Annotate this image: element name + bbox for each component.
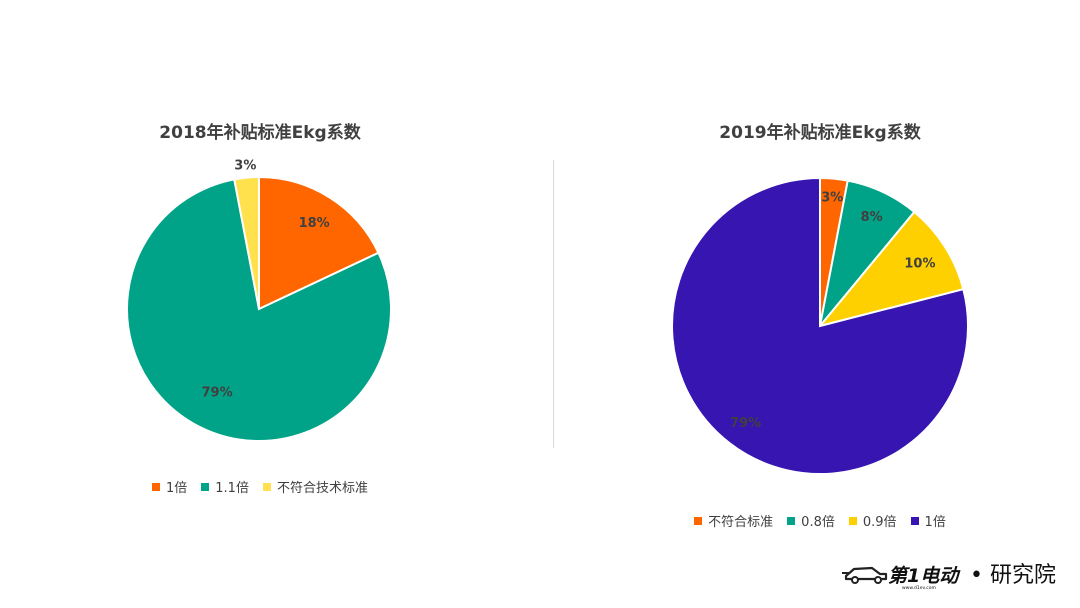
legend-swatch (848, 516, 857, 525)
legend-item: 1倍 (910, 511, 946, 530)
legend-swatch (694, 516, 703, 525)
pie-2019: 3% 8% 10% 79% (671, 176, 969, 475)
legend-item: 1.1倍 (201, 477, 249, 496)
legend-swatch (787, 516, 796, 525)
legend-swatch (201, 482, 210, 491)
pie-slice-2 (233, 175, 260, 310)
logo-site: www.d1ev.com (902, 585, 936, 591)
pie-2018: 18% 79% 3% (126, 158, 392, 442)
car-logo-icon: 第1电动 www.d1ev.com • 研究院 (842, 563, 1056, 591)
legend-swatch (262, 482, 271, 491)
legend-label: 0.9倍 (862, 515, 897, 530)
legend-label: 1倍 (166, 481, 188, 496)
legend-2019: 不符合标准 0.8倍 0.9倍 1倍 (620, 511, 1020, 530)
divider (553, 160, 554, 448)
data-label-1: 79% (201, 385, 232, 400)
d1ev-research-logo: 第1电动 www.d1ev.com • 研究院 (842, 552, 1062, 592)
data-label-0: 3% (821, 190, 843, 205)
legend-item: 0.9倍 (848, 511, 897, 530)
chart-2018: 2018年补贴标准Ekg系数 18% 79% 3% 1倍 1.1倍 不符合技术标准 (80, 110, 440, 510)
legend-item: 0.8倍 (787, 511, 835, 530)
data-label-0: 18% (299, 216, 330, 231)
legend-label: 不符合技术标准 (276, 481, 368, 496)
chart-title: 2019年补贴标准Ekg系数 (719, 123, 921, 143)
chart-title: 2018年补贴标准Ekg系数 (159, 123, 361, 143)
pie-slice-0 (258, 175, 380, 311)
logo-suffix: • 研究院 (970, 563, 1056, 588)
logo-brand: 第1电动 (888, 565, 961, 587)
legend-label: 1倍 (924, 515, 946, 530)
data-label-1: 8% (861, 210, 883, 225)
legend-swatch (910, 516, 919, 525)
legend-2018: 1倍 1.1倍 不符合技术标准 (80, 477, 440, 496)
chart-2019: 2019年补贴标准Ekg系数 3% 8% 10% 79% 不符合标准 0.8倍 0.9倍 1… (620, 110, 1020, 540)
data-label-2: 10% (904, 257, 935, 272)
legend-label: 1.1倍 (215, 481, 249, 496)
legend-item: 不符合标准 (694, 511, 773, 530)
legend-label: 不符合标准 (708, 515, 774, 530)
legend-item: 不符合技术标准 (262, 477, 368, 496)
legend-label: 0.8倍 (801, 515, 835, 530)
data-label-2: 3% (234, 158, 256, 173)
legend-swatch (152, 482, 160, 491)
pie-slice-3 (671, 176, 969, 475)
data-label-3: 79% (730, 416, 761, 431)
pie-slice-1 (126, 178, 392, 442)
legend-item: 1倍 (152, 477, 187, 496)
